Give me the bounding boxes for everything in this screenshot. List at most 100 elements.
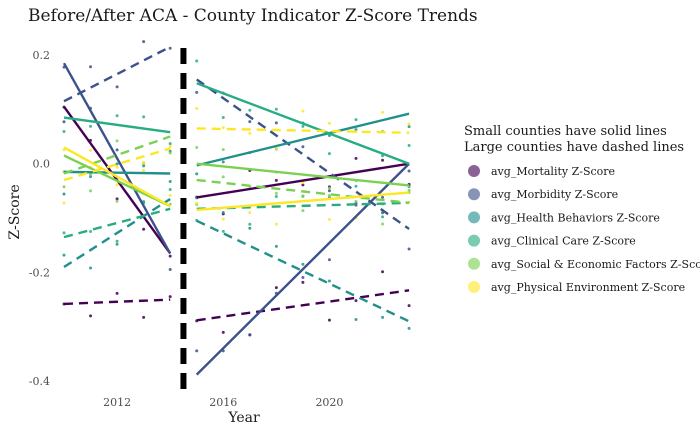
point-social-economic-factors-large-post <box>354 199 358 203</box>
point-physical-environment-large-pre <box>142 160 146 164</box>
point-morbidity-large-post <box>195 90 199 94</box>
point-social-economic-factors-large-post <box>221 175 225 179</box>
point-physical-environment-small-post <box>195 201 199 205</box>
trend-line-physical-environment-small-pre <box>63 146 171 208</box>
point-physical-environment-large-post <box>274 147 278 151</box>
point-clinical-care-small-pre <box>89 124 93 128</box>
point-mortality-large-post <box>301 280 305 284</box>
legend-key <box>468 188 480 201</box>
point-clinical-care-small-post <box>274 107 278 111</box>
point-social-economic-factors-large-pre <box>62 185 66 189</box>
chart-title: Before/After ACA - County Indicator Z-Sc… <box>28 6 478 26</box>
trend-line-health-behaviors-small-post <box>196 112 410 167</box>
point-health-behaviors-small-post <box>354 128 358 132</box>
point-health-behaviors-large-post <box>407 326 411 330</box>
point-clinical-care-large-post <box>248 222 252 226</box>
axes: 2012 2016 2020 -0.4 -0.2 0.0 0.2 <box>29 49 344 409</box>
point-morbidity-large-post <box>407 247 411 251</box>
point-health-behaviors-small-pre <box>115 162 119 166</box>
point-health-behaviors-large-post <box>381 315 385 319</box>
point-clinical-care-small-pre <box>168 142 172 146</box>
point-physical-environment-large-pre <box>115 165 119 169</box>
point-clinical-care-large-post <box>221 229 225 233</box>
y-tick-label: 0.0 <box>33 158 51 171</box>
point-clinical-care-small-post <box>354 118 358 122</box>
point-health-behaviors-large-post <box>248 226 252 230</box>
point-physical-environment-small-pre <box>142 168 146 172</box>
point-clinical-care-large-pre <box>168 187 172 191</box>
point-social-economic-factors-small-pre <box>115 199 119 203</box>
legend-title: Large counties have dashed lines <box>464 140 684 155</box>
point-clinical-care-large-pre <box>89 230 93 234</box>
legend-label: avg_Social & Economic Factors Z-Score <box>491 258 700 271</box>
point-morbidity-small-pre <box>115 148 119 152</box>
y-axis-title: Z-Score <box>7 184 23 239</box>
point-morbidity-large-post <box>248 120 252 124</box>
point-health-behaviors-large-pre <box>168 180 172 184</box>
point-social-economic-factors-large-post <box>274 191 278 195</box>
legend-key <box>468 234 480 247</box>
point-morbidity-large-post <box>274 121 278 125</box>
trend-line-mortality-large-pre <box>63 298 171 306</box>
trend-line-morbidity-large-post <box>196 78 410 230</box>
plot-area <box>62 40 411 392</box>
legend-label: avg_Physical Environment Z-Score <box>491 281 685 294</box>
x-tick-label: 2012 <box>103 396 131 409</box>
trend-line-mortality-small-post <box>196 162 410 199</box>
x-tick-label: 2020 <box>315 396 343 409</box>
point-morbidity-small-post <box>381 195 385 199</box>
point-health-behaviors-large-post <box>354 317 358 321</box>
legend-label: avg_Morbidity Z-Score <box>491 188 618 201</box>
x-tick-label: 2016 <box>209 396 237 409</box>
point-physical-environment-small-pre <box>168 194 172 198</box>
trend-line-physical-environment-large-post <box>196 127 410 134</box>
point-morbidity-large-pre <box>168 46 172 50</box>
point-social-economic-factors-large-post <box>407 188 411 192</box>
trend-line-clinical-care-small-pre <box>63 116 171 134</box>
point-health-behaviors-large-pre <box>89 266 93 270</box>
point-social-economic-factors-small-post <box>221 148 225 152</box>
point-health-behaviors-large-post <box>221 210 225 214</box>
point-physical-environment-small-post <box>221 217 225 221</box>
point-physical-environment-large-post <box>381 110 385 114</box>
point-mortality-small-pre <box>115 197 119 201</box>
point-mortality-large-pre <box>89 314 93 318</box>
point-physical-environment-small-post <box>248 210 252 214</box>
point-mortality-small-post <box>381 158 385 162</box>
point-physical-environment-large-post <box>248 131 252 135</box>
point-mortality-large-pre <box>115 291 119 295</box>
point-social-economic-factors-large-pre <box>115 139 119 143</box>
point-health-behaviors-large-post <box>327 279 331 283</box>
point-physical-environment-large-post <box>195 107 199 111</box>
point-physical-environment-small-pre <box>89 148 93 152</box>
point-health-behaviors-large-pre <box>115 242 119 246</box>
point-health-behaviors-large-post <box>301 262 305 266</box>
point-health-behaviors-small-pre <box>62 192 66 196</box>
point-morbidity-small-post <box>301 275 305 279</box>
trend-line-social-economic-factors-large-post <box>196 178 410 205</box>
point-morbidity-small-post <box>248 333 252 337</box>
x-axis-title: Year <box>227 410 260 426</box>
trend-line-health-behaviors-large-pre <box>63 198 171 269</box>
point-social-economic-factors-small-post <box>327 186 331 190</box>
point-clinical-care-large-pre <box>115 239 119 243</box>
point-clinical-care-large-pre <box>62 231 66 235</box>
trend-line-morbidity-large-pre <box>63 45 171 103</box>
y-tick-label: 0.2 <box>33 49 51 62</box>
point-physical-environment-small-post <box>327 217 331 221</box>
legend-key <box>468 211 480 224</box>
point-physical-environment-large-pre <box>168 145 172 149</box>
point-morbidity-large-post <box>327 189 331 193</box>
point-clinical-care-small-post <box>327 152 331 156</box>
legend-title: Small counties have solid lines <box>464 124 667 139</box>
point-social-economic-factors-large-pre <box>168 151 172 155</box>
point-morbidity-large-pre <box>62 120 66 124</box>
point-physical-environment-small-pre <box>115 183 119 187</box>
trend-line-clinical-care-large-pre <box>63 207 171 239</box>
point-clinical-care-small-post <box>407 144 411 148</box>
point-physical-environment-large-post <box>301 109 305 113</box>
y-tick-label: -0.4 <box>29 375 50 388</box>
point-morbidity-small-post <box>327 258 331 262</box>
point-social-economic-factors-large-post <box>301 209 305 213</box>
point-morbidity-large-post <box>301 145 305 149</box>
